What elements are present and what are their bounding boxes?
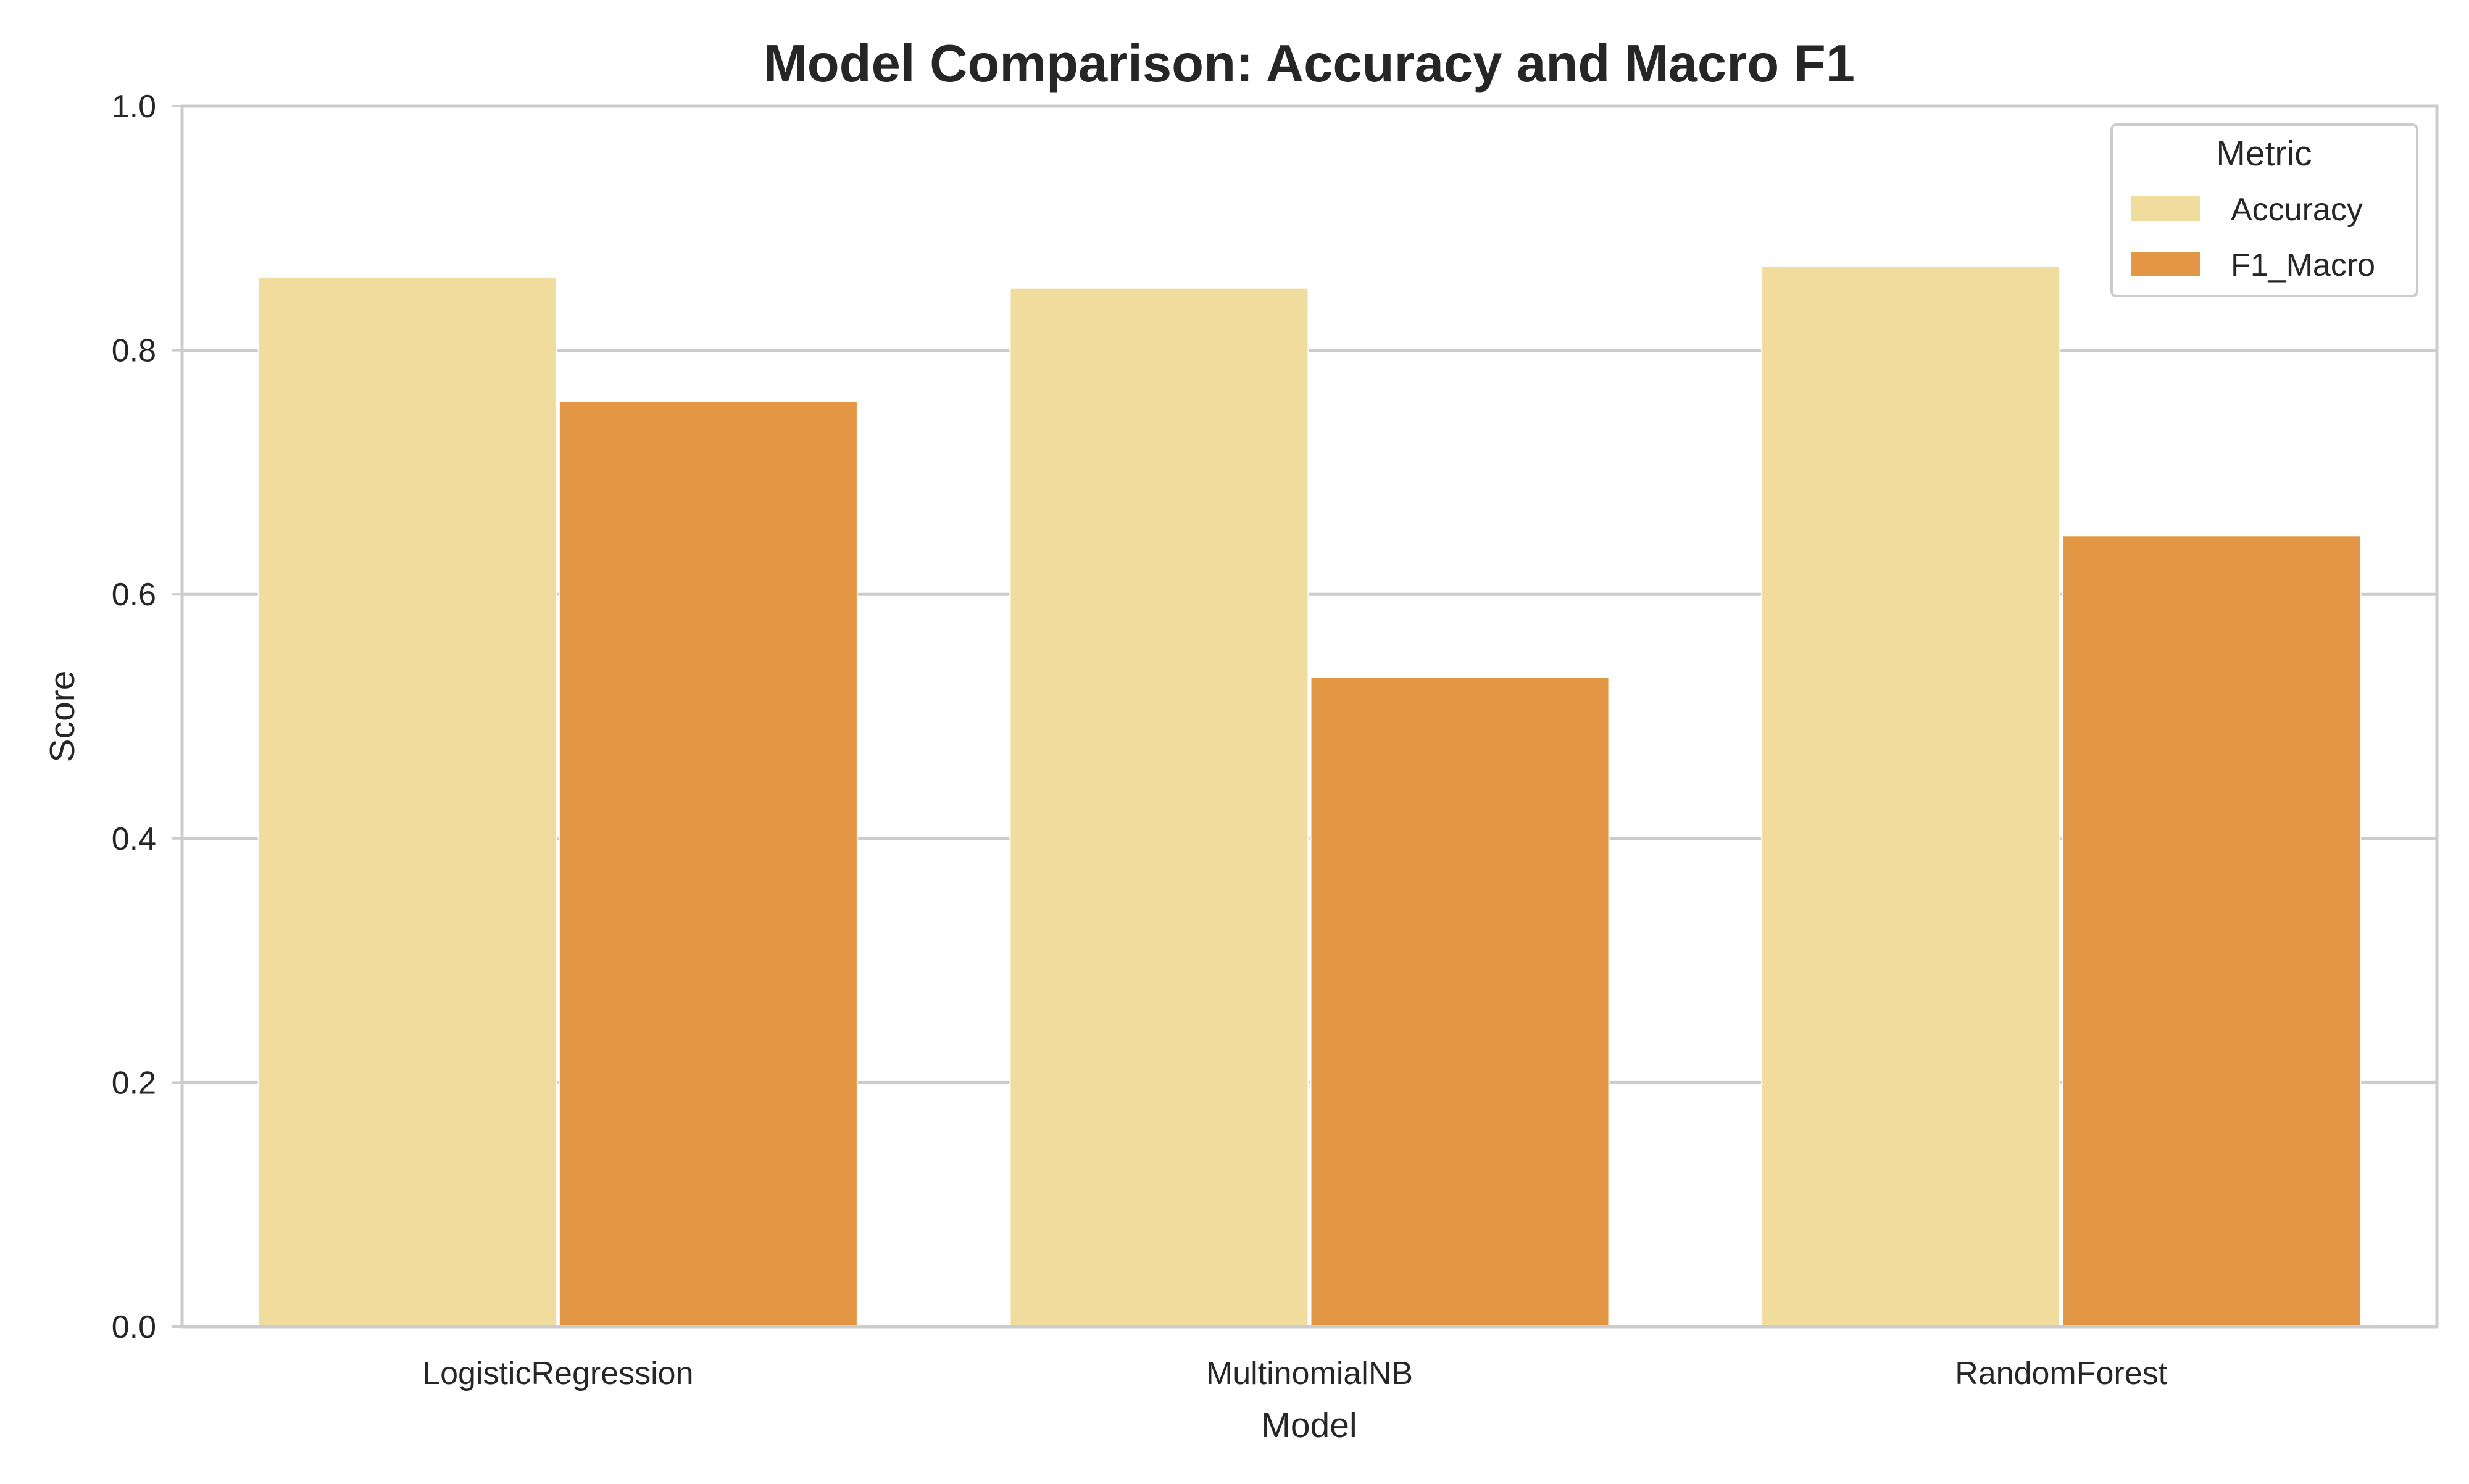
y-tick-label: 0.8: [112, 333, 156, 369]
x-tick-label: LogisticRegression: [422, 1356, 693, 1391]
x-axis-ticks: LogisticRegression MultinomialNB RandomFor…: [422, 1356, 2168, 1391]
legend-title: Metric: [2216, 134, 2312, 173]
x-tick-label: MultinomialNB: [1206, 1356, 1413, 1391]
legend-label: Accuracy: [2231, 192, 2363, 228]
bar-accuracy-multinomialnb: [1009, 287, 1309, 1327]
y-tick-label: 0.2: [112, 1065, 156, 1101]
y-axis-label: Score: [43, 671, 82, 763]
bar-accuracy-logisticregression: [257, 276, 557, 1327]
y-tick-label: 0.4: [112, 821, 156, 857]
legend-swatch: [2131, 196, 2200, 221]
y-tick-label: 0.0: [112, 1309, 156, 1345]
grid-lines: [182, 349, 2437, 1084]
chart-title: Model Comparison: Accuracy and Macro F1: [764, 35, 1855, 93]
y-tick-label: 0.6: [112, 577, 156, 613]
y-tick-label: 1.0: [112, 89, 156, 125]
bar-f1-macro-multinomialnb: [1310, 676, 1610, 1327]
x-tick-label: RandomForest: [1955, 1356, 2167, 1391]
bars: [257, 265, 2362, 1327]
legend-label: F1_Macro: [2231, 247, 2375, 283]
legend-entries: Accuracy F1_Macro: [2131, 192, 2375, 283]
legend: Metric Accuracy F1_Macro: [2110, 123, 2418, 297]
bar-accuracy-randomforest: [1761, 265, 2061, 1327]
legend-swatch: [2131, 252, 2200, 276]
plot-frame: [180, 104, 2439, 1329]
x-axis-label: Model: [1261, 1406, 1357, 1445]
bar-f1-macro-randomforest: [2062, 535, 2362, 1327]
bar-f1-macro-logisticregression: [558, 400, 858, 1327]
y-axis-ticks: 0.0 0.2 0.4 0.6 0.8 1.0: [112, 89, 182, 1345]
